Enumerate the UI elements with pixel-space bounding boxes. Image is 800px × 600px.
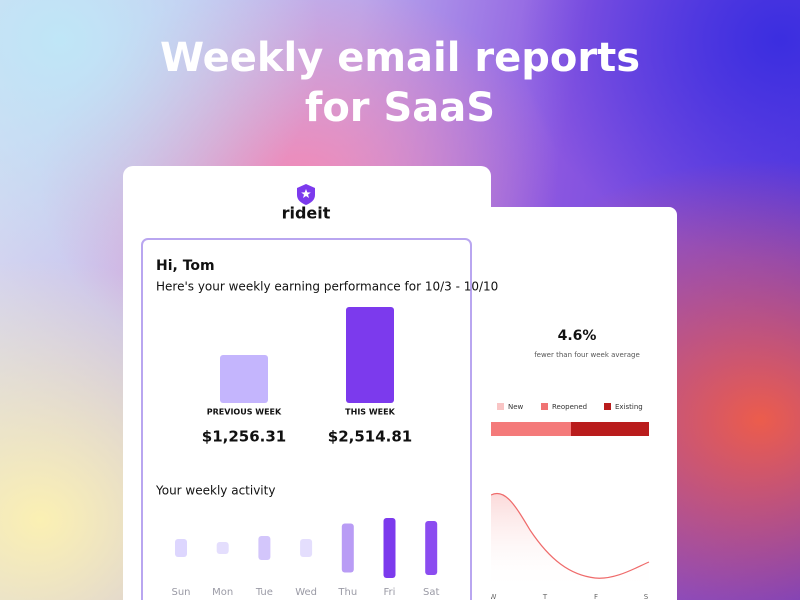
earning-amount: $1,256.31 (202, 428, 286, 446)
legend-swatch (541, 403, 548, 410)
legend-label: Reopened (552, 403, 587, 411)
activity-heading: Your weekly activity (155, 484, 275, 498)
earning-label: THIS WEEK (345, 408, 395, 417)
stat: 4.6% (558, 328, 597, 344)
day-label: Mon (212, 587, 233, 598)
day-label: Sat (423, 587, 439, 598)
activity-bar (341, 523, 354, 573)
x-tick-label: F (594, 593, 598, 600)
day-label: Fri (384, 587, 396, 598)
x-tick-label: T (542, 593, 548, 600)
logo-star (301, 189, 311, 198)
side-card (470, 207, 677, 600)
x-tick-label: W (490, 593, 497, 600)
line (490, 492, 650, 579)
intro: Here's your weekly earning performance f… (156, 280, 498, 294)
earning-bar (346, 307, 394, 403)
day-label: Tue (255, 587, 273, 598)
activity-bar (425, 521, 438, 575)
title: Weekly email reports (160, 35, 640, 81)
day-label: Sun (171, 587, 190, 598)
title: for SaaS (305, 85, 495, 131)
x-tick-label: S (644, 593, 649, 600)
legend-label: Existing (615, 403, 643, 411)
earning-amount: $2,514.81 (328, 428, 412, 446)
legend-label: New (508, 403, 524, 411)
activity-bar (258, 536, 271, 560)
day-label: Thu (337, 587, 357, 598)
earning-label: PREVIOUS WEEK (207, 408, 282, 417)
activity-bar (175, 539, 187, 557)
activity-bar (300, 539, 313, 557)
stacked-segment (571, 422, 649, 436)
earning-bar (220, 355, 268, 403)
legend-swatch (497, 403, 504, 410)
stat-note: fewer than four week average (534, 351, 640, 359)
area (491, 493, 649, 590)
greeting: Hi, Tom (156, 258, 215, 274)
activity-bar (216, 542, 229, 554)
brand: rideit (282, 204, 331, 223)
legend: New Reopened Existing (497, 403, 643, 411)
stacked-segment (491, 422, 571, 436)
day-label: Wed (295, 587, 317, 598)
activity-bar (383, 518, 396, 578)
legend-swatch (604, 403, 611, 410)
